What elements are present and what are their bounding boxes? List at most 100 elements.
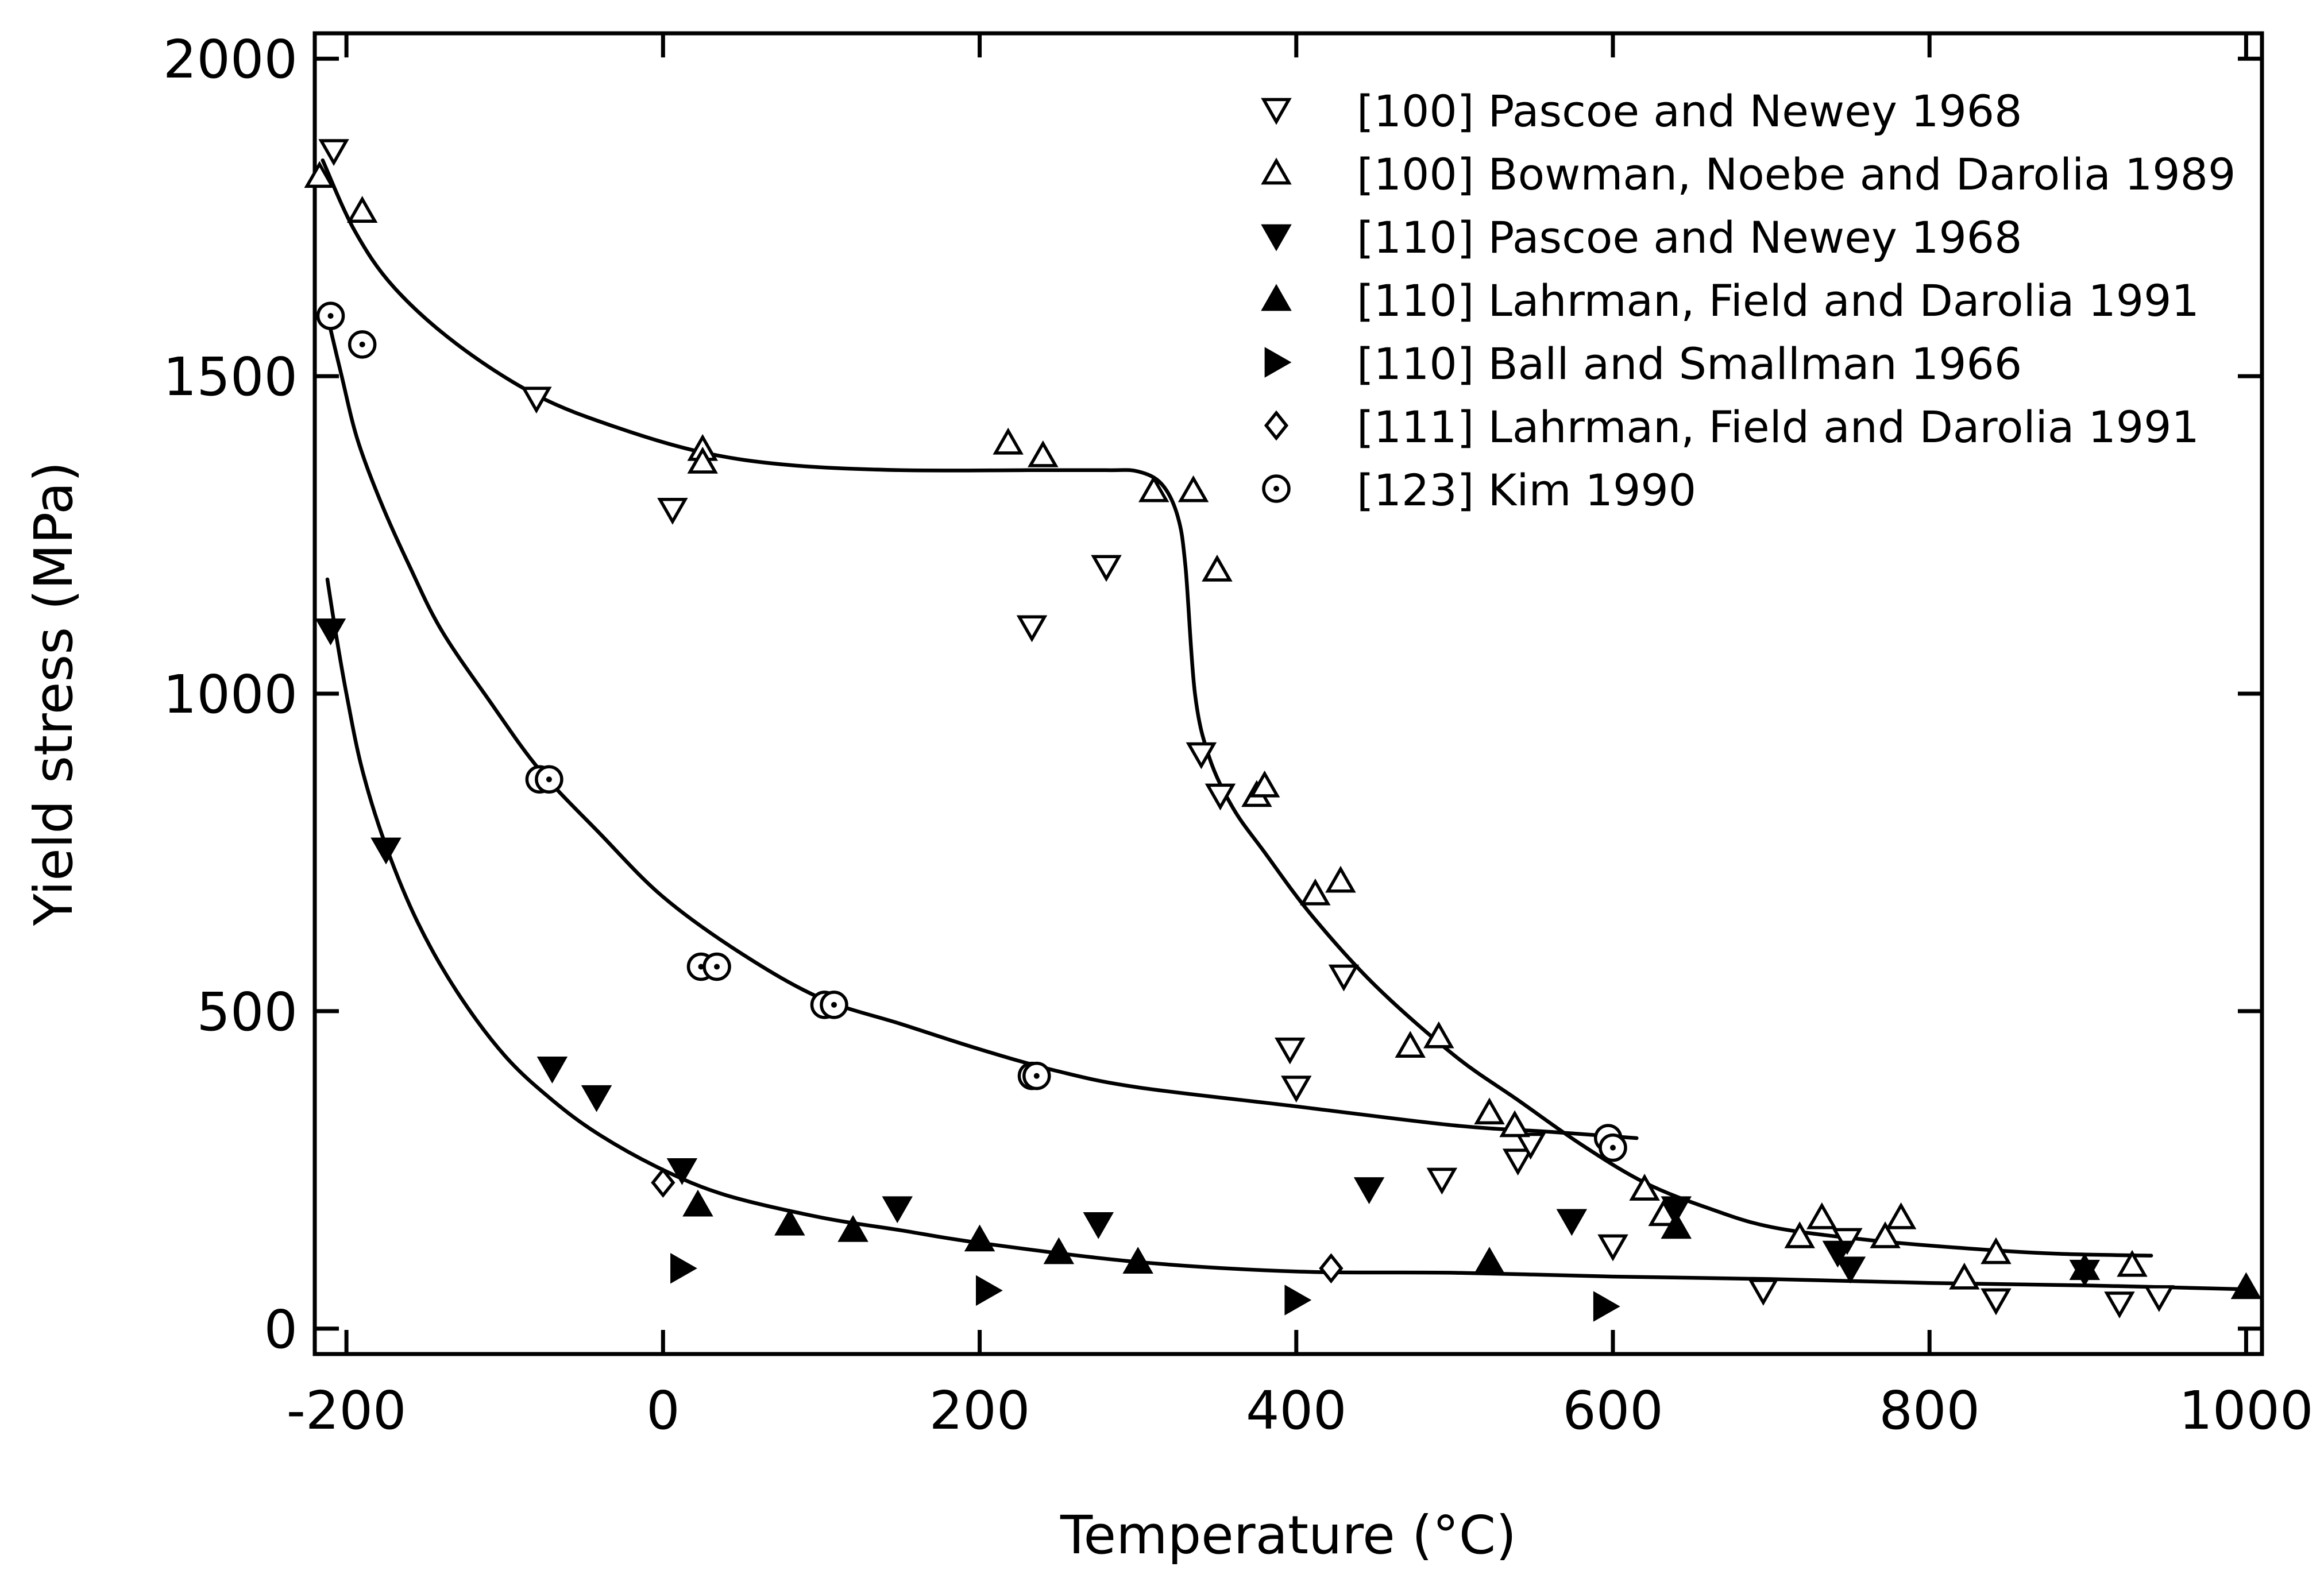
data-point [1202, 554, 1233, 582]
x-tick-label: 600 [1562, 1380, 1663, 1441]
data-point [657, 497, 688, 525]
x-tick-label: 800 [1879, 1380, 1980, 1441]
data-markers [304, 139, 2262, 1322]
data-point [1981, 1237, 2012, 1264]
data-point [1499, 1110, 1530, 1138]
legend-marker [1261, 98, 1292, 125]
legend-label: [100] Pascoe and Newey 1968 [1357, 86, 2022, 137]
data-point [1186, 742, 1217, 769]
data-point [666, 1158, 698, 1185]
data-point [1284, 1285, 1312, 1316]
legend-label: [110] Lahrman, Field and Darolia 1991 [1357, 275, 2199, 326]
data-point [1091, 555, 1122, 582]
fit-curve-1 [321, 158, 2153, 1258]
data-point [1423, 1021, 1454, 1049]
data-point [1832, 1228, 1863, 1255]
data-point [1556, 1209, 1588, 1236]
legend-entry: [110] Lahrman, Field and Darolia 1991 [1261, 275, 2199, 326]
series-2 [304, 161, 2148, 1290]
data-point [1949, 1262, 1980, 1290]
series-5 [670, 1252, 1620, 1322]
data-point [1515, 1132, 1546, 1160]
data-point [2144, 1285, 2175, 1312]
data-point [304, 161, 335, 188]
y-tick-label: 2000 [163, 29, 298, 90]
data-point [651, 1167, 675, 1198]
data-point [315, 618, 346, 645]
data-point [346, 196, 378, 223]
data-point [1474, 1097, 1505, 1125]
legend-entry: [100] Bowman, Noebe and Darolia 1989 [1261, 149, 2236, 200]
data-point [837, 1214, 868, 1242]
series-7 [316, 301, 1627, 1162]
x-axis-title: Temperature (°C) [1060, 1504, 1516, 1566]
legend-marker [1261, 157, 1292, 185]
legend-entry: [110] Ball and Smallman 1966 [1264, 338, 2022, 389]
data-point [882, 1196, 913, 1224]
data-point [2104, 1291, 2135, 1318]
data-point [1319, 1253, 1344, 1284]
data-point [1870, 1221, 1901, 1248]
data-point [1016, 615, 1048, 643]
tick-labels: -200 0 200 400 600 800 1000 0 500 1000 1500 2000 [163, 29, 2314, 1441]
data-point [1426, 1167, 1458, 1195]
data-point [687, 446, 718, 474]
data-point [1300, 878, 1331, 906]
y-tick-label: 1000 [163, 664, 298, 725]
data-point [1281, 1076, 1312, 1103]
fit-curve-2 [325, 314, 1639, 1140]
legend-marker [1264, 347, 1292, 378]
axis-ticks [315, 33, 2262, 1354]
data-point [670, 1252, 697, 1284]
x-tick-label: 400 [1246, 1380, 1347, 1441]
data-point [1648, 1199, 1679, 1227]
legend-marker [1262, 474, 1291, 503]
data-point [1593, 1291, 1620, 1322]
legend-label: [123] Kim 1990 [1357, 465, 1696, 516]
data-point [682, 1189, 713, 1217]
legend-label: [111] Lahrman, Field and Darolia 1991 [1357, 401, 2199, 452]
legend-entry: [123] Kim 1990 [1262, 465, 1696, 516]
data-point [581, 1085, 612, 1112]
data-point [1083, 1212, 1114, 1239]
data-point [820, 991, 848, 1019]
data-point [1325, 865, 1356, 893]
data-point [1661, 1212, 1692, 1239]
y-axis-title: Yield stress (MPa) [23, 462, 84, 927]
data-point [536, 1057, 568, 1084]
x-tick-label: 1000 [2179, 1380, 2313, 1441]
x-tick-label: -200 [287, 1380, 407, 1441]
legend-marker [1261, 224, 1292, 252]
data-point [1748, 1279, 1779, 1306]
data-point [348, 330, 377, 359]
data-point [1822, 1240, 1854, 1268]
data-point [1629, 1174, 1660, 1201]
data-point [1981, 1288, 2012, 1316]
x-tick-label: 200 [929, 1380, 1030, 1441]
data-point [1597, 1234, 1628, 1262]
data-point [964, 1224, 995, 1252]
legend-entry: [111] Lahrman, Field and Darolia 1991 [1264, 401, 2199, 452]
data-point [1205, 783, 1236, 811]
legend-label: [110] Ball and Smallman 1966 [1357, 338, 2022, 389]
data-point [774, 1208, 805, 1236]
legend-marker [1261, 284, 1292, 311]
data-point [1138, 475, 1169, 502]
data-point [1806, 1202, 1837, 1229]
data-point [1122, 1247, 1153, 1274]
data-point [1022, 1061, 1051, 1090]
fit-curves [321, 158, 2248, 1291]
data-point [318, 139, 349, 167]
data-point [1249, 770, 1280, 798]
data-point [975, 1275, 1003, 1306]
data-point [1599, 1133, 1627, 1162]
data-point [1395, 1031, 1426, 1058]
fit-curve-3 [325, 577, 2248, 1291]
legend-marker [1264, 410, 1289, 441]
data-point [521, 386, 552, 414]
data-point [316, 301, 345, 330]
data-point [1353, 1177, 1385, 1204]
series-6 [651, 1167, 1344, 1284]
data-point [1043, 1237, 1075, 1264]
